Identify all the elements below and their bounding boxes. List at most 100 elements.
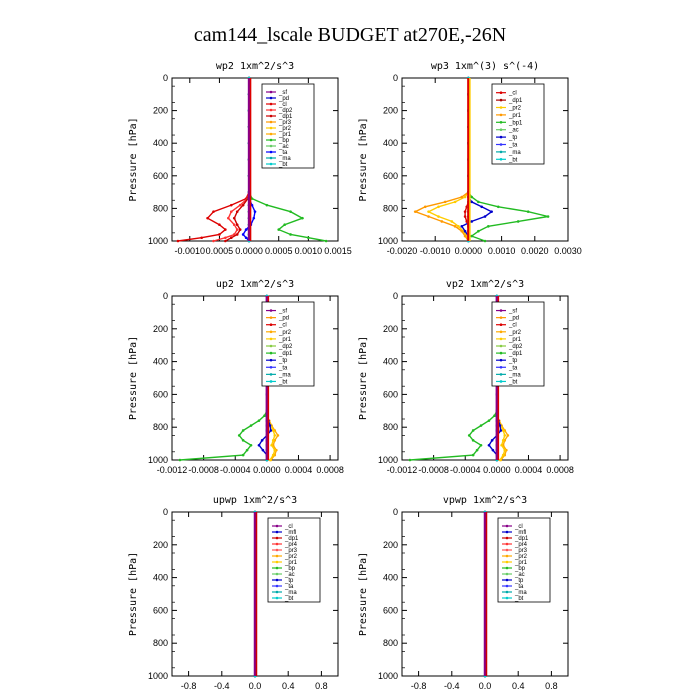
x-tick-label: -0.8 [411, 681, 427, 691]
series-point [235, 223, 239, 226]
x-tick-label: 0.0020 [521, 246, 549, 256]
plot-frame [171, 77, 339, 242]
y-tick-label: 800 [383, 203, 398, 213]
series-point [453, 225, 457, 228]
legend-marker [499, 309, 503, 312]
legend-marker [269, 380, 273, 383]
series-point [283, 223, 286, 226]
series-point [490, 439, 494, 442]
legend-marker [499, 351, 503, 355]
series-point [241, 453, 245, 457]
legend-label: _dp2 [278, 344, 293, 350]
legend-label: _pr4 [514, 542, 528, 548]
series-point [224, 239, 227, 243]
legend-marker [499, 98, 503, 102]
x-tick-label: -0.0008 [188, 465, 219, 475]
legend-label: _pr2 [278, 126, 292, 132]
series-point [200, 236, 203, 240]
y-tick-label: 0 [393, 507, 398, 517]
series-point [271, 439, 275, 442]
legend-marker [269, 365, 273, 369]
y-tick-label: 800 [383, 422, 398, 432]
series-point [423, 205, 427, 209]
legend-label: _ac [508, 128, 519, 134]
panel-title: wp3 1xm^(3) s^(-4) [431, 61, 539, 72]
x-tick-label: 0.0015 [324, 246, 352, 256]
y-tick-label: 200 [383, 324, 398, 334]
series-point [408, 458, 412, 462]
legend-label: _pr2 [284, 554, 298, 560]
series-point [500, 443, 503, 447]
legend-label: _pr1 [284, 560, 298, 566]
legend-marker [269, 373, 273, 376]
x-tick-label: -0.0012 [387, 465, 418, 475]
legend-label: _pr2 [514, 554, 528, 560]
x-tick-label: 0.0008 [316, 465, 344, 475]
legend-marker [275, 524, 279, 528]
x-tick-label: 0.0000 [253, 465, 281, 475]
series-point [501, 439, 505, 442]
series-point [232, 223, 236, 226]
series-point [467, 434, 471, 437]
x-tick-label: -0.0020 [387, 246, 418, 256]
legend-marker [499, 91, 503, 94]
legend-marker [275, 566, 279, 570]
figure-title: cam144_lscale BUDGET at270E,-26N [194, 24, 506, 46]
legend: _sf_pd_cl_dp2_dp1_pr3_pr2_pr1_bp_ac_ta_m… [261, 83, 315, 169]
series-point [460, 195, 464, 199]
series-point [257, 443, 261, 447]
x-tick-label: -0.0010 [420, 246, 451, 256]
legend-marker [505, 566, 509, 570]
legend-label: _cl [278, 102, 287, 108]
legend-marker [269, 114, 273, 118]
legend-label: _bp1 [508, 120, 523, 126]
legend-marker [505, 590, 509, 594]
x-tick-label: -0.4 [214, 681, 230, 691]
series-point [453, 200, 457, 204]
x-tick-label: 0.4 [282, 681, 295, 691]
x-tick-label: 0.0000 [483, 465, 511, 475]
series-point [487, 419, 491, 422]
series-point [479, 424, 483, 427]
legend: _sf_pd_cl_pr2_pr1_dp2_dp1_tp_ta_ma_bt [261, 301, 315, 387]
legend-label: _pr1 [278, 337, 292, 343]
legend-label: _ta [278, 365, 288, 371]
series-point [427, 215, 430, 218]
y-axis-label: Pressure [hPa] [128, 336, 139, 420]
panel-4: vp2 1xm^2/s^3 Pressure [hPa] 0 200 400 600 800… [358, 279, 574, 475]
series-point [252, 216, 256, 220]
series-point [224, 228, 227, 231]
series-dp1 [408, 294, 499, 462]
legend-label: _bt [284, 596, 294, 602]
legend: _sf_pd_cl_pr2_pr1_dp2_dp1_tp_ta_ma_bt [491, 301, 545, 387]
y-tick-label: 1000 [378, 671, 398, 681]
legend-marker [275, 536, 279, 540]
y-tick-label: 400 [383, 138, 398, 148]
x-tick-label: 0.0010 [488, 246, 516, 256]
legend-marker [269, 96, 273, 100]
series-dp1 [178, 294, 269, 462]
series-point [241, 439, 245, 442]
series-point [237, 434, 241, 437]
legend-marker [269, 344, 273, 348]
legend-label: _tp [278, 358, 288, 364]
panels-group: wp2 1xm^2/s^3 Pressure [hPa] 0 200 400 600 800… [128, 61, 582, 691]
legend-marker [269, 144, 273, 148]
series-point [270, 443, 273, 447]
y-tick-label: 400 [383, 573, 398, 583]
series-point [250, 203, 254, 207]
legend-label: _ta [508, 143, 518, 149]
series-point [289, 233, 292, 236]
y-tick-label: 600 [153, 605, 168, 615]
y-tick-label: 0 [163, 291, 168, 301]
legend-marker [269, 156, 273, 160]
legend-marker [499, 150, 503, 154]
legend-marker [499, 143, 503, 146]
x-tick-label: -0.8 [181, 681, 197, 691]
legend-label: _cl [508, 91, 517, 97]
legend-label: _ma [508, 150, 521, 156]
series-point [269, 429, 273, 432]
x-tick-label: 0.0000 [235, 246, 263, 256]
